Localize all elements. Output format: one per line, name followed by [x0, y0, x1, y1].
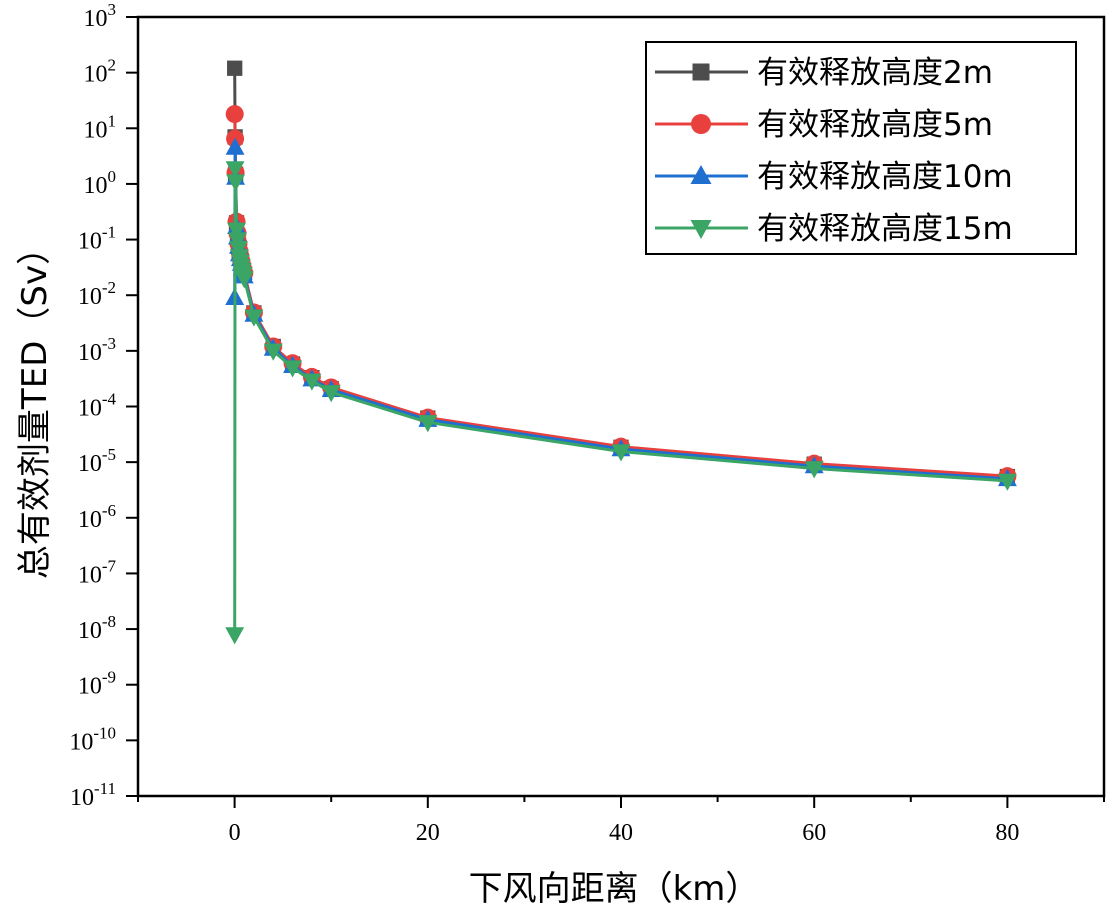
y-tick-label: 103: [84, 0, 117, 32]
axes: 0 20 40 60 80 103 102 101 100 10-1 10-2 10-3 10-4 10-…: [69, 0, 1106, 846]
data-point: [227, 60, 243, 76]
data-point: [226, 174, 246, 192]
series-4: [225, 161, 1017, 645]
data-point: [283, 360, 303, 378]
y-tick-label: 10-10: [69, 723, 116, 755]
data-point: [225, 105, 244, 124]
x-tick-label: 80: [995, 820, 1019, 846]
data-point: [690, 220, 712, 239]
y-tick-label: 10-4: [78, 390, 117, 422]
data-point: [227, 222, 246, 240]
y-tick-label: 10-8: [78, 612, 116, 644]
data-point: [997, 473, 1017, 491]
y-tick-label: 102: [84, 56, 117, 88]
data-point: [263, 343, 283, 361]
data-point: [225, 627, 245, 645]
data-point: [225, 161, 245, 179]
y-tick-label: 10-9: [78, 668, 116, 700]
y-tick-label: 10-11: [70, 779, 116, 811]
y-tick-label: 10-6: [78, 501, 116, 533]
legend-item-3: 有效释放高度10m: [655, 159, 1013, 195]
x-tick-label: 0: [229, 820, 241, 846]
data-point: [321, 385, 341, 403]
legend-item-2: 有效释放高度5m: [655, 107, 993, 143]
y-tick-label: 10-5: [78, 445, 116, 477]
legend-label: 有效释放高度2m: [757, 55, 993, 91]
y-tick-label: 10-2: [78, 278, 116, 310]
data-point: [244, 309, 264, 327]
y-axis-title: 总有效剂量TED（Sv）: [15, 231, 55, 579]
legend-label: 有效释放高度10m: [757, 159, 1013, 195]
x-tick-label: 60: [802, 820, 826, 846]
y-tick-label: 10-7: [78, 556, 117, 588]
y-tick-label: 100: [84, 167, 117, 199]
data-point: [234, 271, 254, 289]
y-tick-label: 10-3: [78, 334, 116, 366]
data-point: [225, 137, 245, 155]
legend-box: [645, 41, 1077, 255]
data-point: [691, 114, 711, 134]
legend-item-1: 有效释放高度2m: [655, 55, 993, 91]
data-point: [611, 444, 631, 462]
x-tick-label: 20: [416, 820, 440, 846]
legend: 有效释放高度2m 有效释放高度5m 有效释放高度10m 有效释放高度15m: [645, 41, 1077, 255]
data-point: [692, 63, 710, 81]
data-point: [804, 461, 824, 479]
legend-label: 有效释放高度15m: [757, 211, 1013, 247]
y-tick-label: 10-1: [78, 223, 116, 255]
y-tick-label: 101: [84, 111, 117, 143]
data-point: [302, 373, 322, 391]
legend-item-4: 有效释放高度15m: [655, 211, 1013, 247]
data-point: [690, 165, 712, 184]
data-point: [418, 415, 438, 433]
data-point: [228, 232, 247, 250]
series-layer: [225, 60, 1017, 645]
x-axis-title: 下风向距离（km）: [469, 869, 760, 909]
legend-label: 有效释放高度5m: [757, 107, 993, 143]
x-tick-label: 40: [609, 820, 633, 846]
